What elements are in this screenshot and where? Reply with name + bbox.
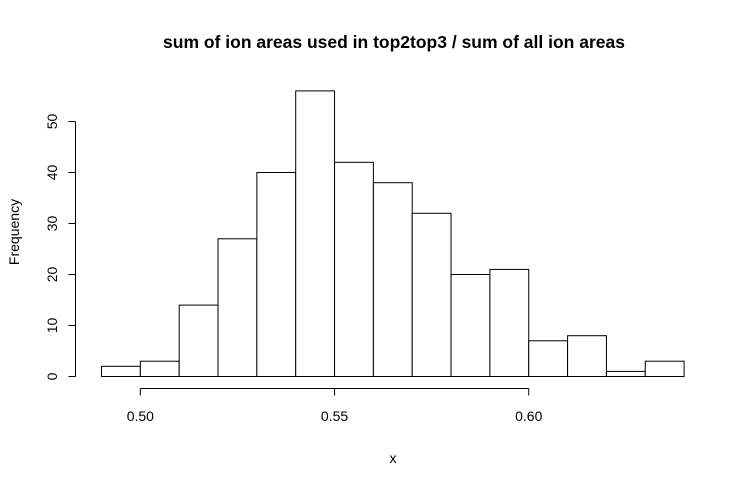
y-axis-label: Frequency <box>6 199 22 265</box>
histogram-bar <box>217 238 258 377</box>
x-tick-label: 0.50 <box>127 408 154 424</box>
histogram-bar <box>372 182 413 377</box>
histogram-bar <box>489 268 530 377</box>
y-tick-label: 30 <box>44 216 60 232</box>
histogram-bar <box>605 370 646 377</box>
histogram-bar <box>139 360 180 378</box>
bars-group <box>101 90 685 378</box>
y-tick-label: 10 <box>44 318 60 334</box>
histogram-bar <box>295 90 336 378</box>
histogram-bar <box>450 274 491 377</box>
histogram-bar <box>334 161 374 377</box>
histogram-bar <box>528 340 569 377</box>
x-tick-label: 0.55 <box>321 408 348 424</box>
y-axis: 0 10 20 30 40 50 <box>44 114 76 380</box>
x-axis: 0.50 0.55 0.60 <box>127 388 543 424</box>
histogram-bar <box>178 304 219 378</box>
histogram-bar <box>101 365 141 377</box>
y-tick-label: 50 <box>44 114 60 130</box>
histogram-bar <box>644 360 685 378</box>
y-tick-label: 0 <box>44 372 60 380</box>
x-tick-label: 0.60 <box>515 408 542 424</box>
y-tick-label: 20 <box>44 267 60 283</box>
histogram-bar <box>411 212 452 377</box>
y-tick-label: 40 <box>44 165 60 181</box>
histogram-bar <box>567 335 607 378</box>
histogram-bar <box>256 172 297 377</box>
chart-title: sum of ion areas used in top2top3 / sum … <box>163 32 625 52</box>
x-axis-label: x <box>390 450 397 466</box>
